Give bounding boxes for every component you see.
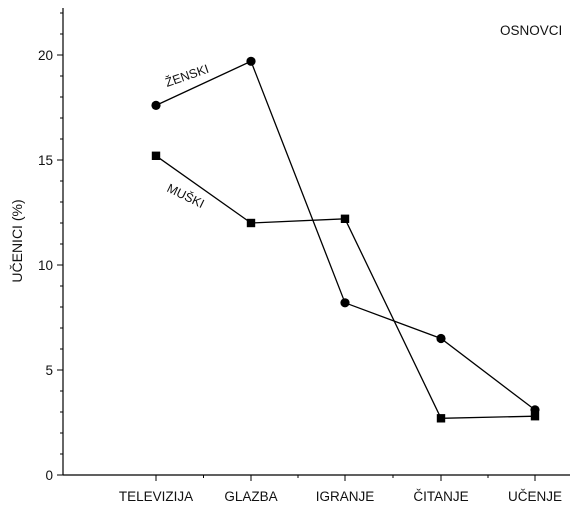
data-point-circle [246,56,256,66]
data-point-square [436,414,446,423]
series-line [155,155,536,419]
chart-annotation: OSNOVCI [500,23,562,38]
series-label-zenski: ŽENSKI [163,61,211,90]
y-tick-label: 10 [38,258,53,273]
y-tick-label: 5 [45,363,53,378]
x-tick-label: UČENJE [508,489,562,504]
series-line [155,60,536,411]
y-ticks: 0 5 10 15 20 [38,12,63,483]
axes [62,8,570,476]
series-label-muski: MUŠKI [165,180,207,211]
x-tick-label: TELEVIZIJA [119,489,193,504]
data-point-circle [436,333,446,344]
data-point-circle [340,298,350,308]
x-tick-label: IGRANJE [316,489,375,504]
data-point-circle [151,100,161,110]
series-layer [151,56,540,423]
data-point-square [151,151,161,160]
y-axis-label: UČENICI (%) [9,199,25,282]
x-ticks: TELEVIZIJA GLAZBA IGRANJE ČITANJE UČENJE [119,475,562,504]
data-point-square [530,412,540,421]
y-tick-label: 20 [38,48,53,63]
x-tick-label: GLAZBA [224,489,277,504]
data-point-square [340,214,350,223]
data-point-square [246,218,256,228]
x-tick-label: ČITANJE [413,489,468,504]
y-tick-label: 15 [38,153,53,168]
y-tick-label: 0 [45,468,53,483]
